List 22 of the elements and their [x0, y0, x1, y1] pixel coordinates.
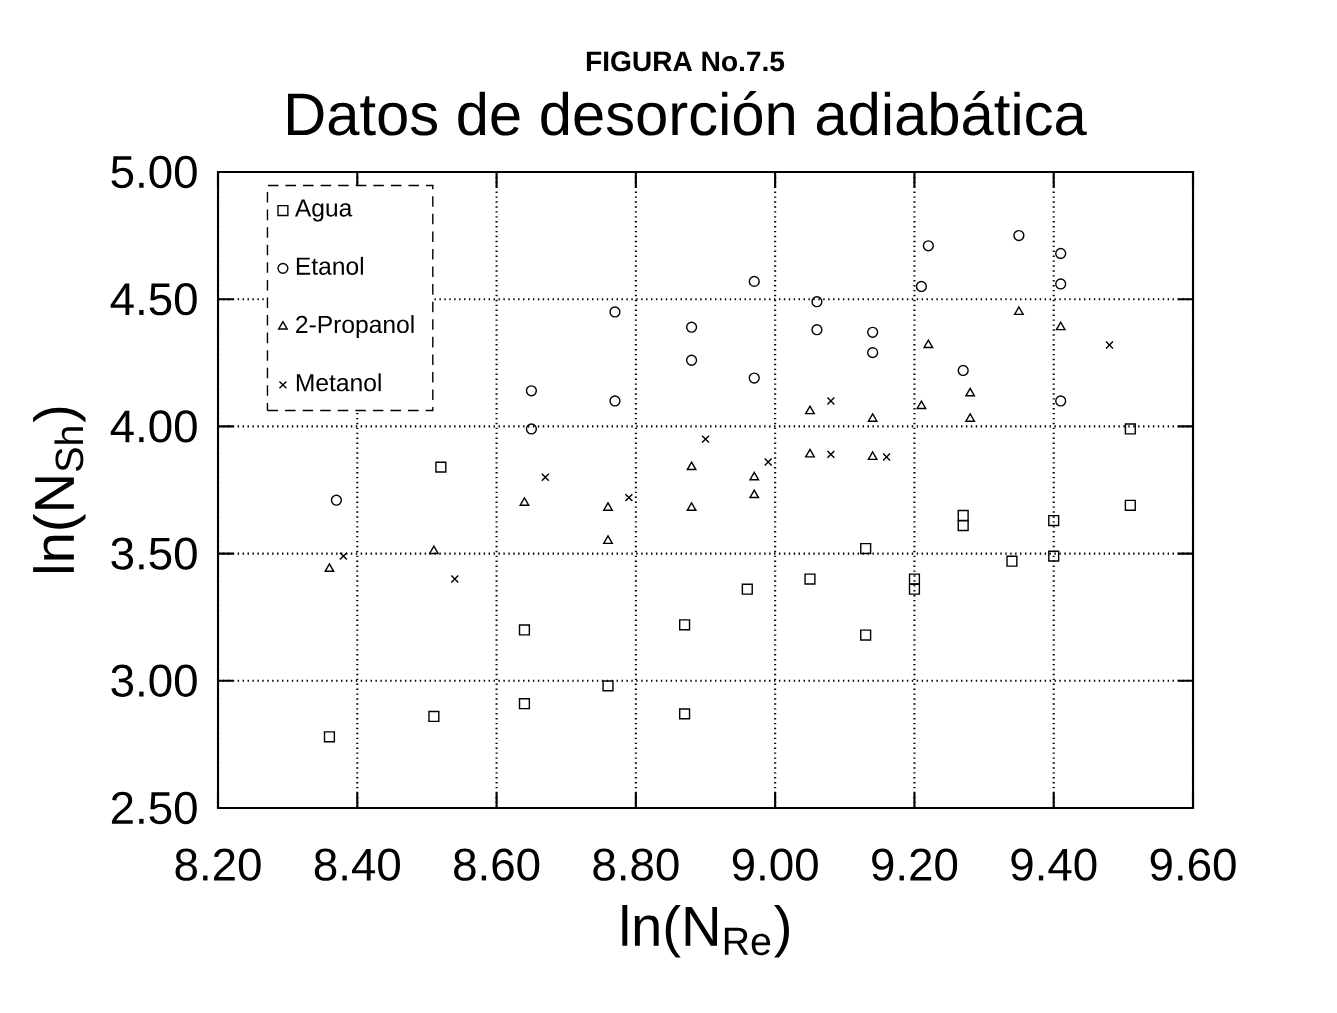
- y-tick-label: 2.50: [111, 791, 197, 825]
- y-tick-label: 3.50: [111, 537, 197, 570]
- x-tick-label: 8.60: [454, 848, 540, 881]
- x-tick-label: 9.60: [1150, 848, 1236, 881]
- legend-label: 2-Propanol: [296, 315, 414, 339]
- chart-title: FIGURA No.7.5: [586, 51, 785, 72]
- y-tick-label: 4.00: [110, 410, 197, 443]
- y-tick-label: 3.00: [111, 664, 197, 697]
- chart-subtitle: Datos de desorción adiabática: [288, 91, 1087, 136]
- x-tick-label: 8.40: [314, 848, 400, 881]
- x-tick-label: 9.00: [732, 848, 818, 881]
- x-tick-label: 8.20: [175, 848, 261, 881]
- x-tick-label: 9.40: [1011, 848, 1097, 881]
- x-tick-label: 9.20: [872, 848, 958, 881]
- legend-label: Metanol: [296, 373, 381, 392]
- legend-label: Etanol: [296, 256, 363, 275]
- legend-label: Agua: [294, 199, 353, 222]
- x-axis-title: ln(N$_{Re}$): [622, 905, 789, 958]
- x-tick-label: 8.80: [593, 848, 679, 881]
- y-axis-title: ln(N$_{Sh}$): [33, 407, 86, 573]
- y-tick-label: 5.00: [111, 155, 197, 189]
- y-tick-label: 4.50: [110, 283, 197, 316]
